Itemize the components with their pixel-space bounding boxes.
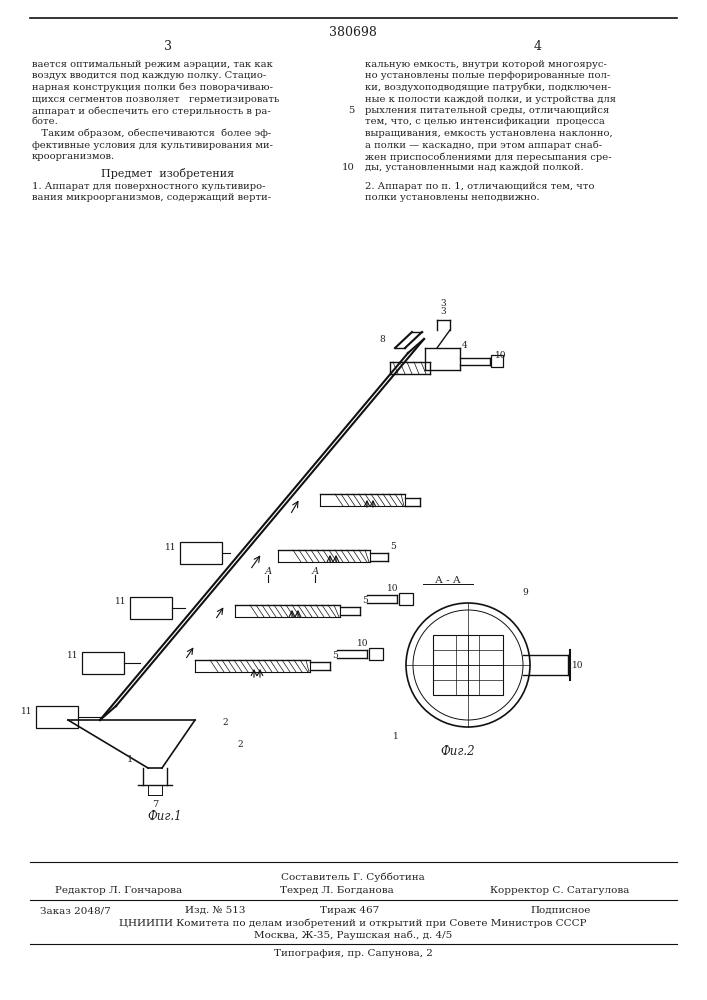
- Text: 3: 3: [440, 307, 446, 316]
- Text: жен приспособлениями для пересыпания сре-: жен приспособлениями для пересыпания сре…: [365, 152, 612, 161]
- Text: 4: 4: [534, 40, 542, 53]
- Text: 9: 9: [522, 588, 528, 597]
- Bar: [82, 652, 124, 674]
- Text: 11: 11: [115, 596, 126, 605]
- Text: ные к полости каждой полки, и устройства для: ные к полости каждой полки, и устройства…: [365, 95, 616, 104]
- Text: Техред Л. Богданова: Техред Л. Богданова: [280, 886, 394, 895]
- Text: ды, установленными над каждой полкой.: ды, установленными над каждой полкой.: [365, 163, 583, 172]
- Text: щихся сегментов позволяет   герметизировать: щихся сегментов позволяет герметизироват…: [32, 95, 279, 104]
- Text: 5: 5: [348, 106, 354, 115]
- Text: Таким образом, обеспечиваются  более эф-: Таким образом, обеспечиваются более эф-: [32, 129, 271, 138]
- Text: 380698: 380698: [329, 25, 377, 38]
- Text: тем, что, с целью интенсификации  процесса: тем, что, с целью интенсификации процесс…: [365, 117, 605, 126]
- Text: вания микроорганизмов, содержащий верти-: вания микроорганизмов, содержащий верти-: [32, 194, 271, 202]
- Text: Подписное: Подписное: [530, 906, 590, 915]
- Bar: [433, 635, 503, 695]
- Text: нарная конструкция полки без поворачивaю-: нарная конструкция полки без поворачивaю…: [32, 83, 273, 93]
- Text: 10: 10: [495, 352, 506, 360]
- Bar: [36, 706, 78, 728]
- Text: боте.: боте.: [32, 117, 59, 126]
- Text: кальную емкость, внутри которой многоярус-: кальную емкость, внутри которой многояру…: [365, 60, 607, 69]
- Text: 4: 4: [462, 342, 468, 351]
- Text: выращивания, емкость установлена наклонно,: выращивания, емкость установлена наклонн…: [365, 129, 613, 138]
- Text: Корректор С. Сатагулова: Корректор С. Сатагулова: [490, 886, 629, 895]
- Text: 1. Аппарат для поверхностного культивиро-: 1. Аппарат для поверхностного культивиро…: [32, 182, 266, 191]
- Text: полки установлены неподвижно.: полки установлены неподвижно.: [365, 194, 539, 202]
- Text: 10: 10: [341, 163, 354, 172]
- Text: воздух вводится под каждую полку. Стацио-: воздух вводится под каждую полку. Стацио…: [32, 72, 267, 81]
- Text: А - А: А - А: [435, 576, 461, 585]
- Text: Изд. № 513: Изд. № 513: [185, 906, 245, 915]
- Bar: [491, 355, 503, 367]
- Text: Заказ 2048/7: Заказ 2048/7: [40, 906, 111, 915]
- Text: фективные условия для культивирования ми-: фективные условия для культивирования ми…: [32, 140, 273, 149]
- Text: Москва, Ж-35, Раушская наб., д. 4/5: Москва, Ж-35, Раушская наб., д. 4/5: [254, 931, 452, 940]
- Text: 1: 1: [127, 755, 133, 764]
- Bar: [399, 593, 413, 605]
- Text: Типография, пр. Сапунова, 2: Типография, пр. Сапунова, 2: [274, 949, 433, 958]
- Text: А: А: [264, 568, 271, 576]
- Text: ки, воздухоподводящие патрубки, подключен-: ки, воздухоподводящие патрубки, подключе…: [365, 83, 611, 93]
- Text: кроорганизмов.: кроорганизмов.: [32, 152, 115, 161]
- Text: Составитель Г. Субботина: Составитель Г. Субботина: [281, 872, 425, 882]
- Text: 10: 10: [387, 584, 399, 593]
- Text: 3: 3: [164, 40, 172, 53]
- Bar: [130, 597, 172, 619]
- Text: аппарат и обеспечить его стерильность в ра-: аппарат и обеспечить его стерильность в …: [32, 106, 271, 115]
- Text: рыхления питательной среды, отличающийся: рыхления питательной среды, отличающийся: [365, 106, 609, 115]
- Text: 2: 2: [222, 718, 228, 727]
- Text: 8: 8: [379, 336, 385, 344]
- Text: но установлены полые перфорированные пол-: но установлены полые перфорированные пол…: [365, 72, 610, 81]
- Text: 2. Аппарат по п. 1, отличающийся тем, что: 2. Аппарат по п. 1, отличающийся тем, чт…: [365, 182, 595, 191]
- Text: 5: 5: [332, 651, 338, 660]
- Text: 3: 3: [440, 299, 446, 308]
- Text: Фиг.2: Фиг.2: [440, 745, 475, 758]
- Bar: [369, 648, 383, 660]
- Text: Предмет  изобретения: Предмет изобретения: [101, 168, 235, 179]
- Text: А: А: [311, 568, 319, 576]
- Text: а полки — каскадно, при этом аппарат снаб-: а полки — каскадно, при этом аппарат сна…: [365, 140, 602, 150]
- Text: 11: 11: [21, 706, 32, 716]
- Text: Фиг.1: Фиг.1: [148, 810, 182, 823]
- Text: 7: 7: [152, 800, 158, 809]
- Text: 10: 10: [572, 660, 583, 670]
- Bar: [180, 542, 222, 564]
- Text: 5: 5: [362, 596, 368, 605]
- Text: 11: 11: [165, 542, 176, 552]
- Text: Редактор Л. Гончарова: Редактор Л. Гончарова: [55, 886, 182, 895]
- Text: 11: 11: [66, 652, 78, 660]
- Text: ЦНИИПИ Комитета по делам изобретений и открытий при Совете Министров СССР: ЦНИИПИ Комитета по делам изобретений и о…: [119, 919, 587, 928]
- Text: 10: 10: [357, 639, 368, 648]
- Text: вается оптимальный режим аэрации, так как: вается оптимальный режим аэрации, так ка…: [32, 60, 273, 69]
- Text: 2: 2: [237, 740, 243, 749]
- Text: Тираж 467: Тираж 467: [320, 906, 379, 915]
- Text: 5: 5: [390, 542, 396, 551]
- Text: 1: 1: [393, 732, 399, 741]
